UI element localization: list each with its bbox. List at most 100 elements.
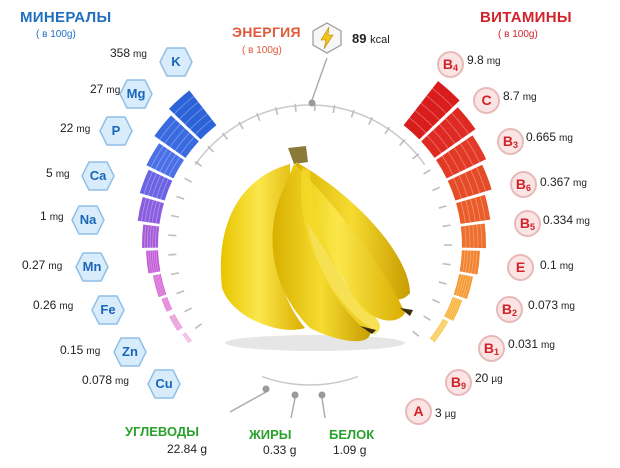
mineral-bar-na <box>137 197 164 224</box>
vitamin-letter: B <box>515 176 527 192</box>
vitamin-amount: 0.367 <box>540 175 571 189</box>
vitamin-amount: 8.7 <box>503 89 520 103</box>
carbs-unit: g <box>200 442 208 456</box>
mineral-symbol: Mn <box>82 259 102 274</box>
mineral-badge-p: P <box>98 115 134 147</box>
vitamin-bar-2 <box>436 135 487 179</box>
vitamin-unit: mg <box>522 92 537 103</box>
vitamin-badge-c: C <box>473 87 500 114</box>
mineral-value-zn: 0.15 mg <box>60 343 100 357</box>
vitamin-bar-8 <box>444 296 463 322</box>
vitamin-value-b1: 0.031 mg <box>508 337 555 351</box>
vitamin-letter: B <box>442 56 454 72</box>
vitamin-letter: A <box>413 403 424 419</box>
mineral-bar-zn <box>152 274 167 298</box>
energy-value: 89 kcal <box>352 31 390 46</box>
mineral-amount: 0.26 <box>33 298 57 312</box>
vitamin-unit: mg <box>541 340 555 351</box>
macro-value-fat: 0.33 g <box>263 443 296 457</box>
mineral-badge-cu: Cu <box>146 368 182 400</box>
vitamin-value-e: 0.1 mg <box>540 258 574 272</box>
vitamin-amount: 0.1 <box>540 258 557 272</box>
mineral-bar-fe <box>146 250 161 274</box>
vitamin-unit: mg <box>573 178 587 189</box>
energy-subtitle: ( в 100g) <box>242 45 282 56</box>
vitamin-bar-7 <box>453 274 473 300</box>
vitamin-subscript: 1 <box>494 347 500 357</box>
fat-number: 0.33 <box>263 443 287 457</box>
mineral-amount: 22 <box>60 121 74 135</box>
mineral-symbol: K <box>171 54 181 69</box>
mineral-bar-ca <box>139 169 173 201</box>
vitamin-unit: mg <box>559 133 573 144</box>
mineral-bar-tail <box>169 314 183 332</box>
vitamin-bar-4 <box>456 194 491 224</box>
vitamin-bar-9 <box>429 318 449 343</box>
vitamin-badge-b6: B6 <box>510 171 537 198</box>
vitamin-letter: B <box>502 133 514 149</box>
vitamin-amount: 9.8 <box>467 53 484 67</box>
vitamin-value-a: 3 µg <box>435 406 456 420</box>
vitamin-value-b3: 0.665 mg <box>526 130 573 144</box>
vitamin-unit: µg <box>444 409 457 420</box>
vitamin-bar-0 <box>403 81 460 140</box>
macro-name-protein: БЕЛОК <box>329 427 375 442</box>
vitamin-unit: µg <box>491 374 503 385</box>
vitamin-letter: B <box>450 374 462 390</box>
macro-value-protein: 1.09 g <box>333 443 366 457</box>
mineral-amount: 0.078 <box>82 373 113 387</box>
mineral-value-k: 358 mg <box>110 46 147 60</box>
vitamin-value-c: 8.7 mg <box>503 89 537 103</box>
vitamin-amount: 0.334 <box>543 213 574 227</box>
vitamin-letter: E <box>515 259 526 275</box>
vitamin-unit: mg <box>561 301 575 312</box>
banana-bunch-image <box>220 146 413 351</box>
mineral-badge-mg: Mg <box>118 78 154 110</box>
mineral-value-na: 1 mg <box>40 209 64 223</box>
mineral-amount: 1 <box>40 209 47 223</box>
vitamin-unit: mg <box>486 56 501 67</box>
mineral-bar-mn <box>142 224 160 248</box>
vitamin-subscript: 5 <box>530 222 536 232</box>
mineral-unit: mg <box>86 346 101 357</box>
mineral-amount: 27 <box>90 82 104 96</box>
vitamin-badge-b2: B2 <box>496 296 523 323</box>
mineral-unit: mg <box>55 169 70 180</box>
minerals-subtitle: ( в 100g) <box>36 29 76 40</box>
macro-name-fat: ЖИРЫ <box>249 427 292 442</box>
energy-title: ЭНЕРГИЯ <box>232 24 301 40</box>
mineral-bar-tail <box>182 332 192 344</box>
vitamin-badge-b4: B4 <box>437 51 464 78</box>
mineral-symbol: Na <box>79 212 97 227</box>
vitamin-amount: 0.031 <box>508 337 539 351</box>
mineral-amount: 5 <box>46 166 53 180</box>
protein-number: 1.09 <box>333 443 357 457</box>
vitamin-amount: 20 <box>475 371 489 385</box>
energy-unit: kcal <box>370 34 390 46</box>
mineral-unit: mg <box>59 301 74 312</box>
vitamin-badge-b9: B9 <box>445 369 472 396</box>
mineral-value-cu: 0.078 mg <box>82 373 129 387</box>
fat-unit: g <box>289 443 297 457</box>
vitamin-letter: B <box>483 340 495 356</box>
mineral-unit: mg <box>49 212 64 223</box>
vitamin-value-b5: 0.334 mg <box>543 213 590 227</box>
mineral-unit: mg <box>115 376 129 387</box>
mineral-amount: 0.27 <box>22 258 46 272</box>
vitamin-badge-b5: B5 <box>514 210 541 237</box>
mineral-bar-p <box>146 143 184 179</box>
vitamin-badge-b3: B3 <box>497 128 524 155</box>
energy-number: 89 <box>352 31 367 46</box>
vitamin-unit: mg <box>576 216 590 227</box>
mineral-value-mg: 27 mg <box>90 82 120 96</box>
vitamin-value-b2: 0.073 mg <box>528 298 575 312</box>
vitamins-bar-arc <box>403 81 492 343</box>
macro-name-carbs: УГЛЕВОДЫ <box>125 424 199 439</box>
gauge-ticks <box>168 57 452 419</box>
vitamin-amount: 0.073 <box>528 298 559 312</box>
mineral-value-p: 22 mg <box>60 121 90 135</box>
mineral-symbol: Fe <box>100 302 116 317</box>
vitamin-value-b6: 0.367 mg <box>540 175 587 189</box>
